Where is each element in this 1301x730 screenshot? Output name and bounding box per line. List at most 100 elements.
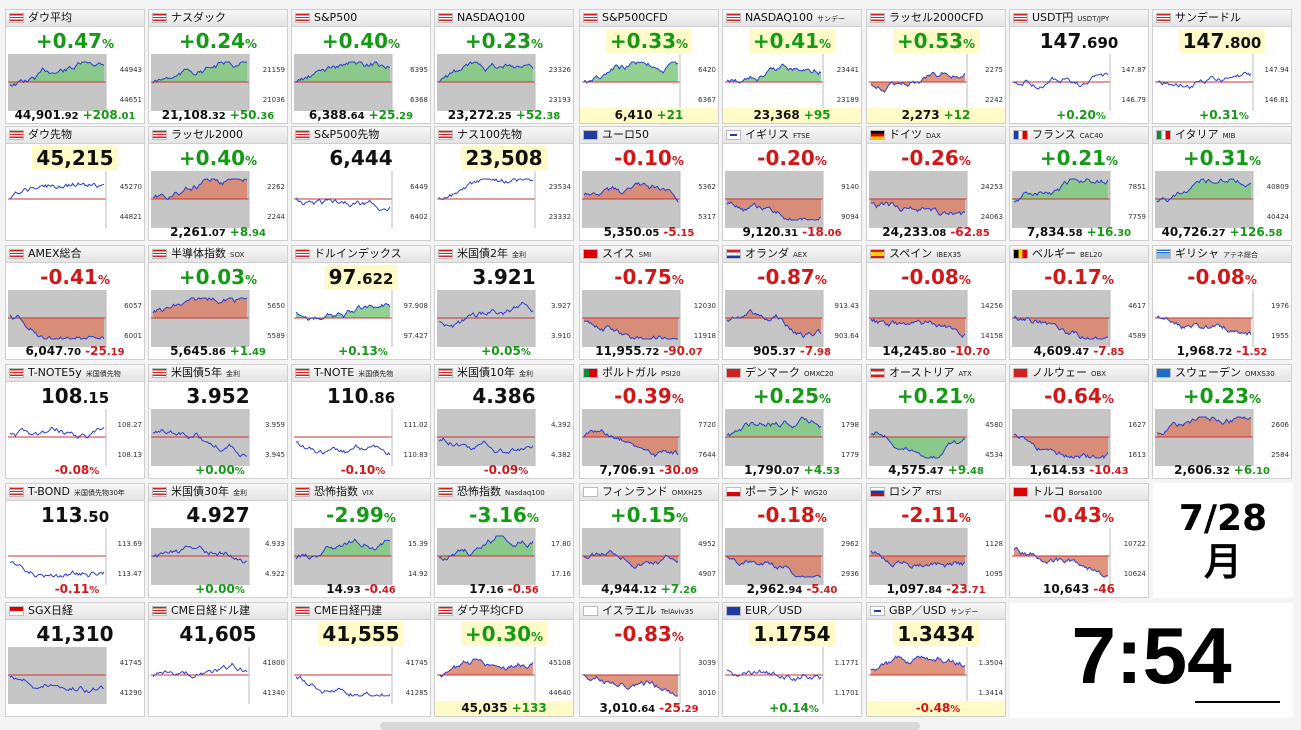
market-tile[interactable]: オーストリア ATX +0.21% 4580 4534 4,575.47 +9.48: [866, 364, 1006, 479]
tile-title: 米国債5年 金利: [171, 366, 240, 379]
market-tile[interactable]: ナス100先物 23,508 23534 23332: [434, 126, 574, 241]
tile-chart: [725, 54, 859, 111]
tile-base-decimals: .07: [208, 228, 226, 239]
market-tile[interactable]: ギリシャ アテネ総合 -0.08% 1976 1955 1,968.72 -1.52: [1152, 245, 1292, 360]
us-flag-icon: [726, 13, 741, 23]
market-tile[interactable]: デンマーク OMXC20 +0.25% 1798 1779 1,790.07 +4.53: [722, 364, 862, 479]
market-tile[interactable]: イギリス FTSE -0.20% 9140 9094 9,120.31 -18.06: [722, 126, 862, 241]
market-tile[interactable]: ラッセル2000CFD +0.53% 2275 2242 2,273 +12: [866, 9, 1006, 124]
tile-axis: 40809 40424: [1255, 171, 1289, 228]
market-tile[interactable]: ラッセル2000 +0.40% 2262 2244 2,261.07 +8.94: [148, 126, 288, 241]
tile-chart: [8, 54, 142, 111]
market-tile[interactable]: S&P500 +0.40% 6395 6368 6,388.64 +25.29: [291, 9, 431, 124]
axis-high-label: 5362: [698, 183, 716, 191]
market-tile[interactable]: ドルインデックス 97.622 97.908 97.427 +0.13%: [291, 245, 431, 360]
axis-low-label: 4.922: [264, 570, 285, 578]
tile-change: +9.48: [947, 463, 984, 477]
us-flag-icon: [152, 13, 167, 23]
market-tile[interactable]: イタリア MIB +0.31% 40809 40424 40,726.27 +126.58: [1152, 126, 1292, 241]
tile-base-value: 7,706: [599, 463, 638, 477]
tile-change: +0.00%: [195, 582, 245, 596]
tile-footer: [435, 225, 573, 240]
tile-main-value: 41,555: [292, 622, 430, 646]
market-tile[interactable]: S&P500CFD +0.33% 6420 6367 6,410 +21: [579, 9, 719, 124]
at-flag-icon: [870, 368, 885, 378]
market-tile[interactable]: ドイツ DAX -0.26% 24253 24063 24,233.08 -62.85: [866, 126, 1006, 241]
us-flag-icon: [9, 13, 24, 23]
axis-high-label: 41800: [262, 659, 285, 667]
market-tile[interactable]: スペイン IBEX35 -0.08% 14256 14158 14,245.80 -10.7…: [866, 245, 1006, 360]
market-tile[interactable]: フランス CAC40 +0.21% 7851 7759 7,834.58 +16.30: [1009, 126, 1149, 241]
axis-high-label: 7720: [698, 421, 716, 429]
market-tile[interactable]: ロシア RTSI -2.11% 1128 1095 1,097.84 -23.71: [866, 483, 1006, 598]
market-tile[interactable]: 半導体指数 SOX +0.03% 5650 5589 5,645.86 +1.49: [148, 245, 288, 360]
market-tile[interactable]: S&P500先物 6,444 6449 6402: [291, 126, 431, 241]
market-tile[interactable]: フィンランド OMXH25 +0.15% 4952 4907 4,944.12 +7.26: [579, 483, 719, 598]
tile-main-value: -0.26%: [901, 146, 971, 170]
market-tile[interactable]: ナスダック +0.24% 21159 21036 21,108.32 +50.36: [148, 9, 288, 124]
market-tile[interactable]: CME日経円建 41,555 41745 41285: [291, 602, 431, 717]
tile-header: スイス SMI: [580, 246, 718, 263]
market-tile[interactable]: ダウ平均CFD +0.30% 45108 44640 45,035 +133: [434, 602, 574, 717]
tile-change: +0.31%: [1199, 108, 1249, 122]
market-tile[interactable]: ベルギー BEL20 -0.17% 4617 4589 4,609.47 -7.85: [1009, 245, 1149, 360]
tile-change: +50.36: [229, 108, 275, 122]
market-tile[interactable]: ダウ平均 +0.47% 44943 44651 44,901.92 +208.01: [5, 9, 145, 124]
market-tile[interactable]: 米国債30年 金利 4.927 4.933 4.922 +0.00%: [148, 483, 288, 598]
market-tile[interactable]: NASDAQ100 サンデー +0.41% 23441 23189 23,368 +95: [722, 9, 862, 124]
market-tile[interactable]: スイス SMI -0.75% 12030 11918 11,955.72 -90.07: [579, 245, 719, 360]
tile-chart: [869, 409, 1003, 466]
market-tile[interactable]: 恐怖指数 Nasdaq100 -3.16% 17.80 17.16 17.16 -0.56: [434, 483, 574, 598]
market-tile[interactable]: イスラエル TelAviv35 -0.83% 3039 3010 3,010.64 -25.…: [579, 602, 719, 717]
market-tile[interactable]: 恐怖指数 VIX -2.99% 15.39 14.92 14.93 -0.46: [291, 483, 431, 598]
tile-base-decimals: .31: [780, 228, 799, 239]
market-tile[interactable]: T-NOTE 米国債先物 110.86 111.02 110.83 -0.10%: [291, 364, 431, 479]
market-tile[interactable]: T-NOTE5y 米国債先物 108.15 108.27 108.13 -0.08%: [5, 364, 145, 479]
tile-change: -90.07: [663, 344, 703, 358]
market-tile[interactable]: オランダ AEX -0.87% 913.43 903.64 905.37 -7.98: [722, 245, 862, 360]
tile-base-value: 7,834: [1026, 225, 1065, 239]
us-flag-icon: [438, 368, 453, 378]
tile-change: -46: [1093, 582, 1115, 596]
market-tile[interactable]: GBP／USD サンデー 1.3434 1.3504 1.3414 -0.48%: [866, 602, 1006, 717]
market-tile[interactable]: 米国債10年 金利 4.386 4.392 4.382 -0.09%: [434, 364, 574, 479]
market-tile[interactable]: 米国債2年 金利 3.921 3.927 3.910 +0.05%: [434, 245, 574, 360]
market-tile[interactable]: ダウ先物 45,215 45270 44821: [5, 126, 145, 241]
tile-change: -0.56: [507, 582, 539, 596]
market-tile[interactable]: NASDAQ100 +0.23% 23326 23193 23,272.25 +52.38: [434, 9, 574, 124]
tile-change: +7.26: [660, 582, 697, 596]
market-tile[interactable]: 米国債5年 金利 3.952 3.959 3.945 +0.00%: [148, 364, 288, 479]
market-tile[interactable]: ポルトガル PSI20 -0.39% 7720 7644 7,706.91 -30.09: [579, 364, 719, 479]
tile-title: イタリア MIB: [1175, 128, 1236, 141]
market-tile[interactable]: ポーランド WIG20 -0.18% 2962 2936 2,962.94 -5.40: [722, 483, 862, 598]
market-tile[interactable]: トルコ Borsa100 -0.43% 10722 10624 10,643 -46: [1009, 483, 1149, 598]
tile-chart: [869, 171, 1003, 228]
market-tile[interactable]: AMEX総合 -0.41% 6057 6001 6,047.70 -25.19: [5, 245, 145, 360]
tile-footer: [6, 701, 144, 716]
market-tile[interactable]: CME日経ドル建 41,605 41800 41340: [148, 602, 288, 717]
tile-footer: 6,388.64 +25.29: [292, 108, 430, 123]
horizontal-scrollbar[interactable]: [380, 722, 920, 730]
tile-axis: 6449 6402: [394, 171, 428, 228]
tile-title: T-BOND 米国債先物30年: [28, 485, 125, 498]
tile-title: USDT円 USDT/JPY: [1032, 11, 1110, 24]
axis-high-label: 2275: [985, 66, 1003, 74]
tile-footer: 1,790.07 +4.53: [723, 463, 861, 478]
market-tile[interactable]: スウェーデン OMXS30 +0.23% 2606 2584 2,606.32 +6.10: [1152, 364, 1292, 479]
market-tile[interactable]: USDT円 USDT/JPY 147.690 147.87 146.79 +0.20%: [1009, 9, 1149, 124]
market-tile[interactable]: ノルウェー OBX -0.64% 1627 1613 1,614.53 -10.43: [1009, 364, 1149, 479]
tile-change: -0.48%: [915, 701, 961, 715]
tile-header: トルコ Borsa100: [1010, 484, 1148, 501]
axis-high-label: 41745: [119, 659, 142, 667]
market-tile[interactable]: T-BOND 米国債先物30年 113.50 113.69 113.47 -0.11%: [5, 483, 145, 598]
market-tile[interactable]: サンデードル 147.800 147.94 146.81 +0.31%: [1152, 9, 1292, 124]
market-tile[interactable]: EUR／USD 1.1754 1.1771 1.1701 +0.14%: [722, 602, 862, 717]
tile-change: -7.85: [1093, 344, 1125, 358]
tile-header: ギリシャ アテネ総合: [1153, 246, 1291, 263]
tile-footer: 2,261.07 +8.94: [149, 225, 287, 240]
market-tile[interactable]: ユーロ50 -0.10% 5362 5317 5,350.05 -5.15: [579, 126, 719, 241]
axis-low-label: 1613: [1128, 451, 1146, 459]
tile-header: ノルウェー OBX: [1010, 365, 1148, 382]
market-tile[interactable]: SGX日経 41,310 41745 41290: [5, 602, 145, 717]
